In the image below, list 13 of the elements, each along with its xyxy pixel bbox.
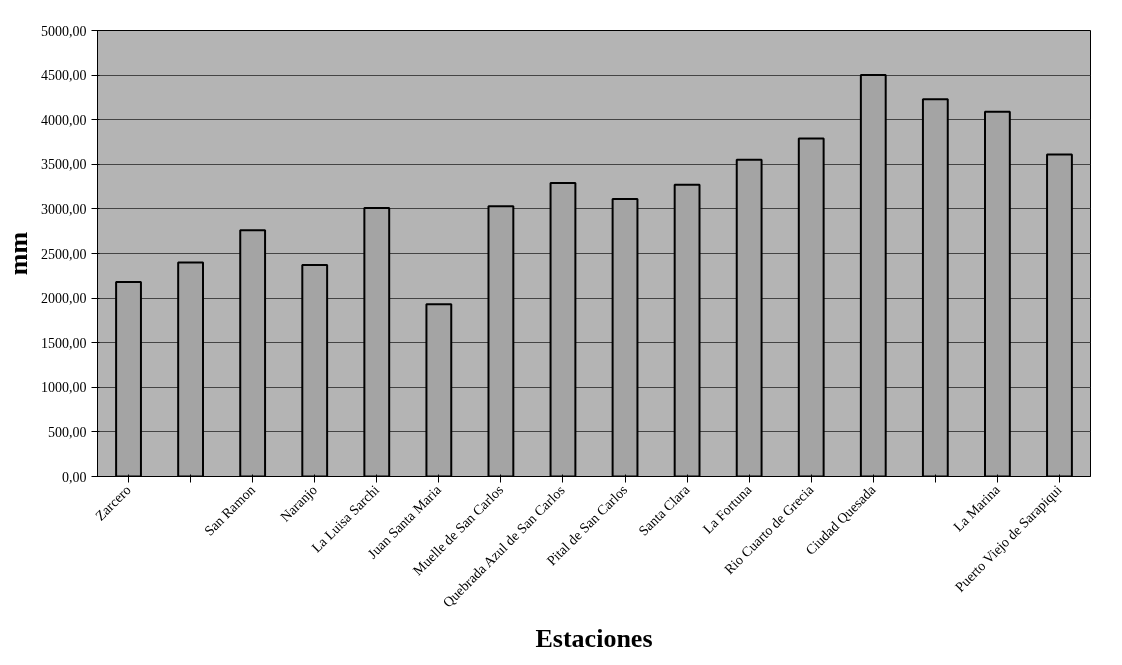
y-tick-label: 1000,00 [41, 380, 87, 396]
y-tick-label: 2000,00 [41, 291, 87, 307]
y-tick-label: 4500,00 [41, 68, 87, 84]
y-tick-label: 5000,00 [41, 23, 87, 39]
y-tick-label: 4000,00 [41, 112, 87, 128]
y-axis-title: mm [4, 231, 33, 276]
y-tick-label: 500,00 [48, 424, 87, 440]
x-axis-title: Estaciones [535, 623, 653, 653]
y-tick-label: 3500,00 [41, 157, 87, 173]
y-tick-label: 1500,00 [41, 335, 87, 351]
y-tick-label: 0,00 [62, 469, 87, 485]
y-tick-label: 3000,00 [41, 201, 87, 217]
y-tick-label: 2500,00 [41, 246, 87, 262]
